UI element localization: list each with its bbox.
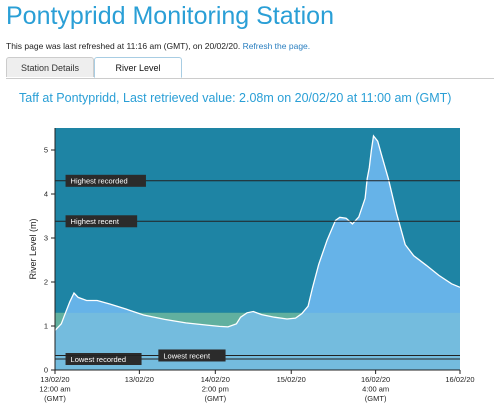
refresh-text: This page was last refreshed at 11:16 am… [6,41,241,51]
reference-label-box [65,215,138,228]
y-tick-label: 4 [44,190,48,199]
x-tick-label: 12:00 am [39,385,70,394]
x-tick-label: 16/02/20 [361,375,390,384]
reference-lines: Highest recorded Highest recent Lowest rec… [55,174,460,365]
y-axis-title: River Level (m) [28,218,38,279]
y-tick-label: 3 [44,234,48,243]
tab-river-level[interactable]: River Level [94,57,182,78]
reference-label: Highest recorded [71,177,128,186]
x-tick-label: 4:00 am [362,385,389,394]
reference-label-box [158,349,226,362]
page-title: Pontypridd Monitoring Station [6,2,334,30]
reference-label-box [65,353,142,365]
x-tick-label: 15/02/20 [277,375,306,384]
y-tick-label: 2 [44,278,48,287]
x-tick-label: (GMT) [204,394,226,403]
river-level-line [54,134,461,331]
x-tick-label: 16/02/20 [445,375,474,384]
refresh-link[interactable]: Refresh the page. [242,41,311,51]
reference-label-box [65,174,146,187]
y-tick-label: 1 [44,322,48,331]
x-tick-label: 14/02/20 [201,375,230,384]
river-level-area [55,135,460,370]
x-tick-label: 13/02/20 [125,375,154,384]
x-tick-label: 2:00 pm [202,385,229,394]
refresh-info: This page was last refreshed at 11:16 am… [6,41,310,51]
x-tick-label: (GMT) [44,394,66,403]
reference-label: Lowest recent [163,351,211,360]
y-tick-label: 0 [44,366,48,375]
chart-title: Taff at Pontypridd, Last retrieved value… [19,91,452,105]
y-tick-label: 5 [44,146,48,155]
reference-label: Lowest recorded [71,355,126,364]
x-tick-label: (GMT) [365,394,387,403]
tab-bar: Station Details River Level [6,57,494,79]
x-tick-label: 13/02/20 [40,375,69,384]
reference-label: Highest recent [71,217,120,226]
y-axis-ticks: 0 1 2 3 4 5 [44,146,55,375]
tab-station-details[interactable]: Station Details [6,57,94,77]
